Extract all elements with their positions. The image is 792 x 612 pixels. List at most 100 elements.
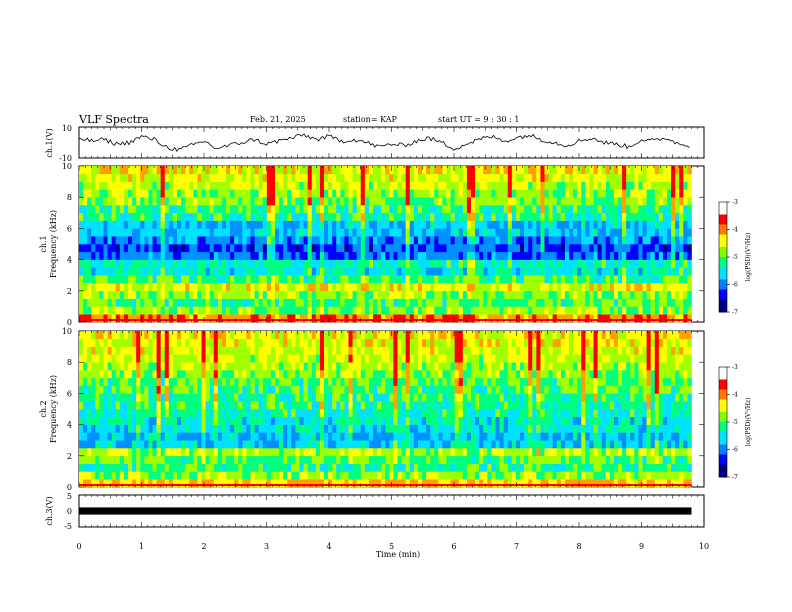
spectrogram-cell [609,463,615,472]
spectrogram-cell [385,306,390,315]
spectrogram-cell [348,448,353,457]
spectrogram-cell [172,283,178,292]
spectrogram-cell [140,424,145,433]
spectrogram-cell [585,432,590,441]
spectrogram-cell [540,455,545,464]
spectrogram-cell [254,401,259,410]
spectrogram-cell [462,166,468,175]
spectrogram-cell [446,181,451,190]
spectrogram-cell [283,283,288,292]
spectrogram-cell [393,314,398,323]
spectrogram-cell [650,283,656,292]
spectrogram-cell [164,471,170,480]
spectrogram-cell [646,385,651,394]
spectrogram-cell [262,409,268,418]
spectrogram-cell [609,409,615,418]
spectrogram-cell [340,181,345,190]
spectrogram-cell [466,228,472,237]
spectrogram-cell [430,314,435,323]
spectrogram-cell [287,471,292,480]
spectrogram-cell [646,205,651,214]
spectrogram-cell [491,290,496,299]
spectrogram-cell [377,455,382,464]
spectrogram-cell [589,212,594,221]
spectrogram-cell [397,416,402,425]
spectrogram-cell [209,290,215,299]
spectrogram-cell [119,424,125,433]
spectrogram-cell [287,393,292,402]
spectrogram-cell [573,205,578,214]
spectrogram-cell [581,424,586,433]
spectrogram-cell [630,205,635,214]
spectrogram-cell [221,290,227,299]
spectrogram-cell [111,166,117,175]
spectrogram-cell [270,479,276,488]
spectrogram-cell [528,479,533,488]
spectrogram-cell [446,236,451,245]
spectrogram-cell [324,275,329,284]
spectrogram-cell [254,228,259,237]
spectrogram-cell [597,220,602,229]
spectrogram-cell [671,471,676,480]
spectrogram-cell [381,448,386,457]
spectrogram-cell [364,173,370,182]
spectrogram-cell [352,416,357,425]
spectrogram-cell [328,401,333,410]
spectrogram-cell [299,416,304,425]
spectrogram-cell [438,424,443,433]
spectrogram-cell [311,432,317,441]
spectrogram-cell [319,166,325,175]
spectrogram-cell [238,166,243,175]
spectrogram-cell [234,471,239,480]
spectrogram-cell [95,267,100,276]
spectrogram-cell [283,432,288,441]
spectrogram-cell [91,416,96,425]
spectrogram-cell [181,416,186,425]
spectrogram-cell [172,228,178,237]
spectrogram-cell [270,393,276,402]
spectrogram-cell [348,275,353,284]
spectrogram-cell [638,463,643,472]
spectrogram-cell [609,197,615,206]
spectrogram-cell [181,432,186,441]
spectrogram-cell [79,181,84,190]
date-label: Feb. 21, 2025 [250,115,306,124]
spectrogram-cell [475,463,480,472]
spectrogram-cell [609,283,615,292]
spectrogram-cell [181,424,186,433]
spectrogram-cell [679,393,684,402]
spectrogram-cell [662,479,668,488]
spectrogram-cell [573,471,578,480]
spectrogram-cell [503,432,509,441]
spectrogram-cell [564,228,570,237]
spectrogram-cell [528,306,533,315]
spectrogram-cell [434,432,439,441]
spectrogram-cell [430,393,435,402]
spectrogram-cell [262,275,268,284]
spectrogram-cell [471,409,476,418]
spectrogram-cell [115,393,121,402]
spectrogram-cell [258,393,264,402]
spectrogram-cell [368,220,374,229]
spectrogram-cell [507,212,513,221]
spectrogram-cell [491,393,496,402]
spectrogram-cell [270,306,276,315]
spectrogram-cell [328,259,333,268]
spectrogram-cell [213,298,219,307]
spectrogram-cell [373,189,378,198]
spectrogram-cell [569,440,574,449]
spectrogram-cell [397,197,402,206]
spectrogram-cell [303,290,308,299]
spectrogram-cell [303,463,308,472]
spectrogram-cell [348,471,353,480]
spectrogram-cell [495,424,500,433]
spectrogram-cell [552,306,558,315]
spectrogram-cell [193,306,198,315]
spectrogram-cell [601,424,607,433]
spectrogram-cell [650,251,656,260]
spectrogram-cell [556,432,562,441]
spectrogram-cell [581,197,586,206]
spectrogram-cell [552,432,558,441]
spectrogram-cell [475,471,480,480]
spectrogram-cell [185,220,190,229]
